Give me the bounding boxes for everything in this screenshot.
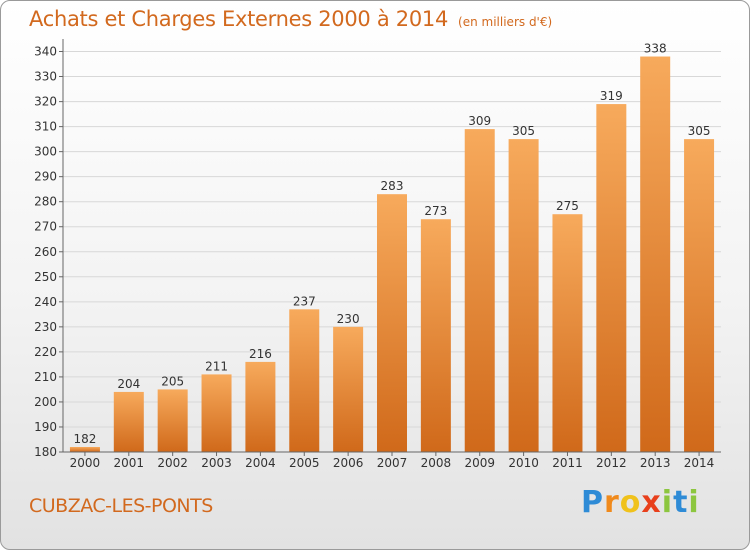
data-label-2000: 182 [73, 432, 96, 446]
y-tick-label: 200 [34, 395, 57, 409]
y-tick-label: 290 [34, 170, 57, 184]
bar-2007[interactable] [377, 194, 407, 453]
city-name: CUBZAC-LES-PONTS [29, 495, 213, 517]
x-tick-label-2010: 2010 [508, 456, 539, 470]
y-tick-label: 210 [34, 370, 57, 384]
bar-2001[interactable] [113, 391, 144, 452]
bar-2005[interactable] [289, 309, 320, 452]
bar-2006[interactable] [333, 326, 364, 452]
y-tick-label: 260 [34, 245, 57, 259]
y-tick-label: 230 [34, 320, 57, 334]
y-tick-label: 330 [34, 70, 57, 84]
x-tick-label-2011: 2011 [552, 456, 583, 470]
y-tick-label: 190 [34, 420, 57, 434]
bar-2014[interactable] [684, 139, 715, 452]
x-tick-label-2001: 2001 [114, 456, 145, 470]
data-label-2008: 273 [424, 204, 447, 218]
data-label-2012: 319 [600, 89, 623, 103]
x-tick-label-2007: 2007 [377, 456, 408, 470]
x-tick-label-2013: 2013 [640, 456, 671, 470]
y-tick-label: 340 [34, 45, 57, 59]
x-tick-label-2012: 2012 [596, 456, 627, 470]
data-label-2007: 283 [381, 179, 404, 193]
x-tick-label-2004: 2004 [245, 456, 276, 470]
y-tick-label: 270 [34, 220, 57, 234]
bar-2013[interactable] [640, 56, 671, 453]
data-label-2002: 205 [161, 374, 184, 388]
y-tick-label: 320 [34, 95, 57, 109]
bar-2011[interactable] [552, 214, 583, 452]
y-axis: 180 190 200 210 220 230 240 250 260 270 280 290 300 3… [34, 39, 64, 459]
x-tick-label-2000: 2000 [70, 456, 101, 470]
proxiti-logo[interactable]: Proxiti [581, 485, 700, 520]
x-tick-label-2014: 2014 [684, 456, 715, 470]
bars [69, 56, 715, 453]
bar-2000[interactable] [69, 446, 100, 452]
y-tick-label: 300 [34, 145, 57, 159]
data-label-2005: 237 [293, 294, 316, 308]
data-label-2001: 204 [117, 377, 140, 391]
chart-title: Achats et Charges Externes 2000 à 2014 (e… [29, 7, 552, 31]
data-label-2014: 305 [688, 124, 711, 138]
bar-2008[interactable] [420, 219, 451, 452]
data-label-2003: 211 [205, 359, 228, 373]
data-label-2006: 230 [337, 312, 360, 326]
bar-2004[interactable] [245, 361, 276, 452]
x-axis: 2000 2001 2002 2003 2004 2005 2006 2007 2008 2009… [63, 451, 721, 470]
y-tick-label: 180 [34, 445, 57, 459]
x-tick-label-2005: 2005 [289, 456, 320, 470]
bar-2009[interactable] [464, 129, 495, 453]
bar-2010[interactable] [508, 139, 539, 452]
y-tick-label: 280 [34, 195, 57, 209]
data-label-2004: 216 [249, 347, 272, 361]
chart-subtitle: (en milliers d'€) [458, 15, 553, 29]
data-label-2009: 309 [468, 114, 491, 128]
data-labels: 182 204 205 211 216 237 230 283 273 309 305 275 319 3… [73, 42, 710, 446]
y-tick-label: 220 [34, 345, 57, 359]
y-tick-label: 310 [34, 120, 57, 134]
data-label-2013: 338 [644, 42, 667, 56]
data-label-2010: 305 [512, 124, 535, 138]
y-tick-label: 250 [34, 270, 57, 284]
chart-title-text: Achats et Charges Externes 2000 à 2014 [29, 7, 449, 31]
x-tick-label-2003: 2003 [201, 456, 232, 470]
y-tick-label: 240 [34, 295, 57, 309]
x-tick-label-2008: 2008 [421, 456, 452, 470]
bar-2012[interactable] [596, 104, 627, 452]
data-label-2011: 275 [556, 199, 579, 213]
x-tick-label-2002: 2002 [157, 456, 188, 470]
x-tick-label-2006: 2006 [333, 456, 364, 470]
bar-2003[interactable] [201, 374, 232, 452]
bar-2002[interactable] [157, 389, 188, 452]
x-tick-label-2009: 2009 [464, 456, 495, 470]
